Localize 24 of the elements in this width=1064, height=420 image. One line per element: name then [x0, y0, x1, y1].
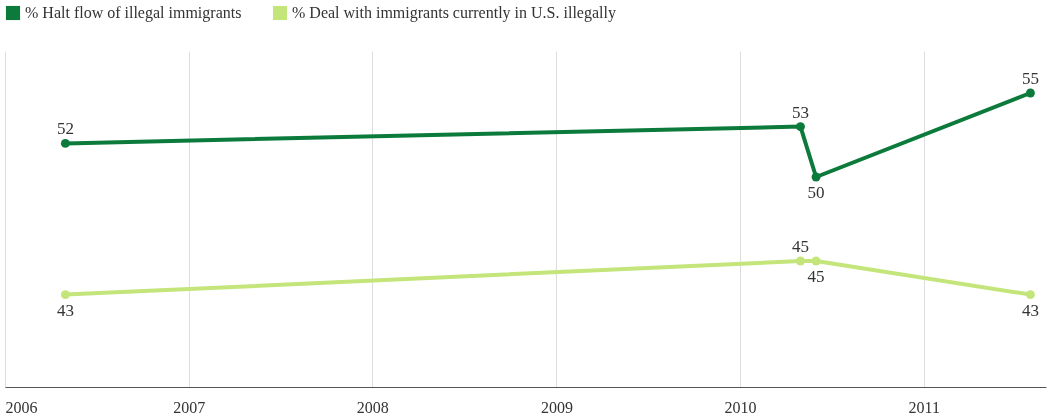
data-label: 55	[1021, 69, 1039, 88]
x-tick-label: 2008	[356, 398, 389, 416]
point	[60, 290, 70, 300]
point	[795, 122, 805, 132]
data-label: 43	[1021, 300, 1039, 320]
data-label: 45	[807, 267, 825, 286]
x-tick-label: 2006	[5, 398, 38, 416]
point	[795, 256, 805, 266]
data-label: 43	[56, 300, 74, 320]
point	[811, 256, 821, 266]
data-label: 50	[807, 183, 825, 202]
legend-label: % Deal with immigrants currently in U.S. illegally	[292, 4, 616, 22]
x-tick-label: 2011	[908, 398, 940, 416]
x-tick-label: 2010	[724, 398, 757, 416]
point	[1025, 88, 1035, 98]
x-tick-label: 2009	[540, 398, 573, 416]
data-label: 52	[56, 119, 74, 139]
data-label: 45	[791, 237, 809, 256]
point	[60, 138, 70, 148]
point	[811, 172, 821, 182]
x-tick-label: 2007	[173, 398, 206, 416]
data-label: 53	[791, 102, 809, 122]
legend-label: % Halt flow of illegal immigrants	[25, 4, 242, 22]
point	[1025, 290, 1035, 300]
